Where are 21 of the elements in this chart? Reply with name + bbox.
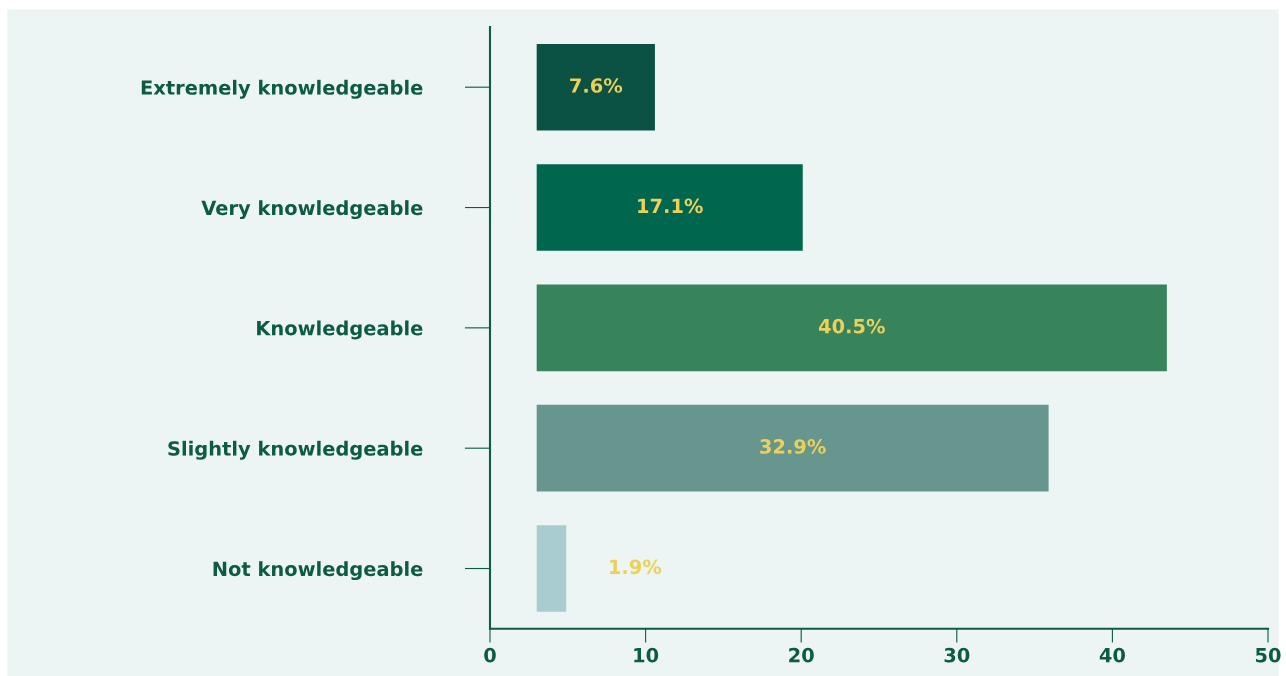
bar <box>536 43 655 131</box>
data-label: 1.9% <box>610 559 662 575</box>
bar <box>536 284 1167 372</box>
y-tick-label: Extremely knowledgeable <box>141 79 423 99</box>
x-tick-label: 10 <box>634 647 659 663</box>
bar <box>536 525 567 612</box>
y-tick-label: Slightly knowledgeable <box>168 440 423 460</box>
x-tick-label: 30 <box>944 647 970 663</box>
y-tick-label: Not knowledgeable <box>213 561 423 581</box>
data-label: 7.6% <box>570 78 623 93</box>
y-tick-label: Knowledgeable <box>257 320 423 340</box>
x-tick-label: 0 <box>484 647 496 663</box>
data-label: 17.1% <box>638 198 703 214</box>
bar <box>536 164 803 251</box>
x-tick-label: 20 <box>789 647 814 663</box>
x-tick-label: 40 <box>1099 647 1125 663</box>
data-label: 40.5% <box>818 318 885 334</box>
x-tick-label: 50 <box>1255 647 1281 663</box>
data-label: 32.9% <box>760 439 826 454</box>
bar <box>536 404 1049 492</box>
y-tick-label: Very knowledgeable <box>201 200 423 220</box>
